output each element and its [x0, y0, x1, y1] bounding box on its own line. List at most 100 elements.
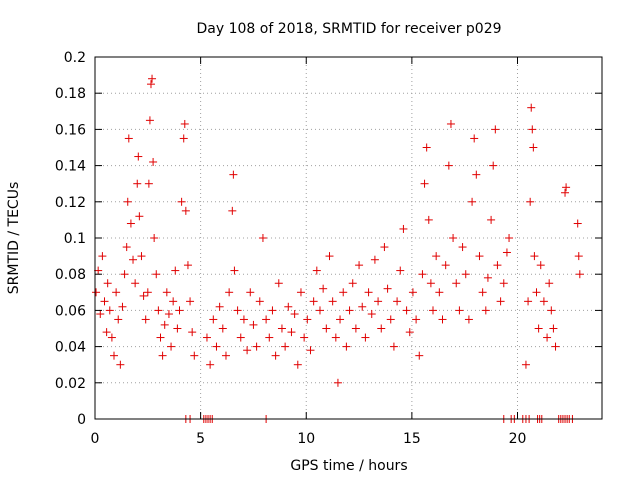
data-point	[255, 297, 264, 306]
data-point	[177, 197, 186, 206]
data-point	[284, 302, 293, 311]
data-point	[530, 252, 539, 261]
data-point	[186, 297, 195, 306]
data-point	[120, 270, 129, 279]
data-point	[402, 306, 411, 315]
data-point	[148, 74, 157, 83]
data-point	[309, 297, 318, 306]
data-point	[539, 297, 548, 306]
data-point	[499, 279, 508, 288]
data-point	[123, 197, 132, 206]
data-point	[543, 333, 552, 342]
data-point	[478, 288, 487, 297]
data-point	[319, 284, 328, 293]
data-point	[126, 219, 135, 228]
data-point	[114, 315, 123, 324]
data-point	[143, 288, 152, 297]
data-point	[218, 324, 227, 333]
data-point	[141, 315, 150, 324]
data-point	[367, 310, 376, 319]
x-tick-label: 0	[91, 431, 100, 447]
y-axis-title: SRMTID / TECUs	[6, 182, 22, 295]
data-point	[393, 297, 402, 306]
y-tick-label: 0.16	[55, 122, 86, 138]
data-point	[328, 297, 337, 306]
data-point	[386, 315, 395, 324]
data-point	[470, 134, 479, 143]
data-point	[180, 119, 189, 128]
x-tick-label: 10	[297, 431, 315, 447]
data-point	[377, 324, 386, 333]
data-point	[133, 179, 142, 188]
data-point	[233, 306, 242, 315]
data-point	[496, 297, 505, 306]
data-point	[112, 288, 121, 297]
data-point	[342, 342, 351, 351]
data-point	[102, 328, 111, 337]
data-point	[464, 315, 473, 324]
x-tick-label: 5	[196, 431, 205, 447]
data-point	[221, 351, 230, 360]
data-point	[171, 266, 180, 275]
data-point	[536, 261, 545, 270]
data-point	[144, 179, 153, 188]
data-point	[150, 234, 159, 242]
data-point	[154, 306, 163, 315]
data-point	[139, 291, 148, 300]
data-point	[131, 279, 140, 288]
data-point	[380, 243, 389, 252]
data-point	[429, 306, 437, 315]
y-tick-label: 0.12	[55, 195, 86, 211]
data-point	[545, 279, 554, 288]
data-point	[124, 134, 133, 143]
data-point	[527, 103, 536, 112]
data-point	[190, 351, 199, 360]
data-point	[105, 306, 114, 315]
data-point	[239, 315, 248, 324]
data-point	[532, 288, 541, 297]
data-point	[325, 252, 334, 261]
data-point	[452, 279, 461, 288]
axis-ticks: 0 0.02 0.04 0.06 0.08 0.1 0.12 0.14 0.16 0.18 0.2 0…	[55, 50, 602, 447]
data-point	[355, 261, 364, 270]
data-point	[461, 270, 470, 279]
data-point	[358, 302, 367, 311]
data-point	[225, 288, 234, 297]
data-point	[562, 183, 571, 192]
x-tick-label: 20	[509, 431, 527, 447]
data-point	[312, 266, 321, 275]
data-point	[293, 360, 302, 369]
data-point	[339, 288, 348, 297]
data-point	[290, 310, 299, 319]
data-points	[92, 74, 584, 423]
data-point	[455, 306, 464, 315]
data-point	[426, 279, 435, 288]
data-point	[573, 219, 582, 228]
data-point	[118, 302, 127, 311]
data-point	[348, 279, 357, 288]
data-point	[374, 297, 383, 306]
data-point	[149, 157, 158, 166]
data-point	[389, 342, 398, 351]
data-point	[331, 333, 340, 342]
data-point	[418, 270, 427, 279]
data-point	[441, 261, 450, 270]
data-point	[265, 333, 274, 342]
data-point	[252, 342, 261, 351]
data-point	[549, 324, 558, 333]
data-point	[236, 333, 245, 342]
data-point	[246, 288, 255, 297]
data-point	[206, 360, 215, 369]
data-point	[383, 284, 392, 293]
data-point	[364, 288, 373, 297]
data-point	[420, 179, 429, 188]
data-point	[156, 333, 165, 342]
data-point	[405, 328, 414, 337]
data-point	[167, 342, 176, 351]
data-point	[181, 206, 190, 215]
data-point	[351, 324, 360, 333]
data-point	[281, 342, 290, 351]
data-point	[228, 206, 237, 215]
data-point	[322, 324, 331, 333]
